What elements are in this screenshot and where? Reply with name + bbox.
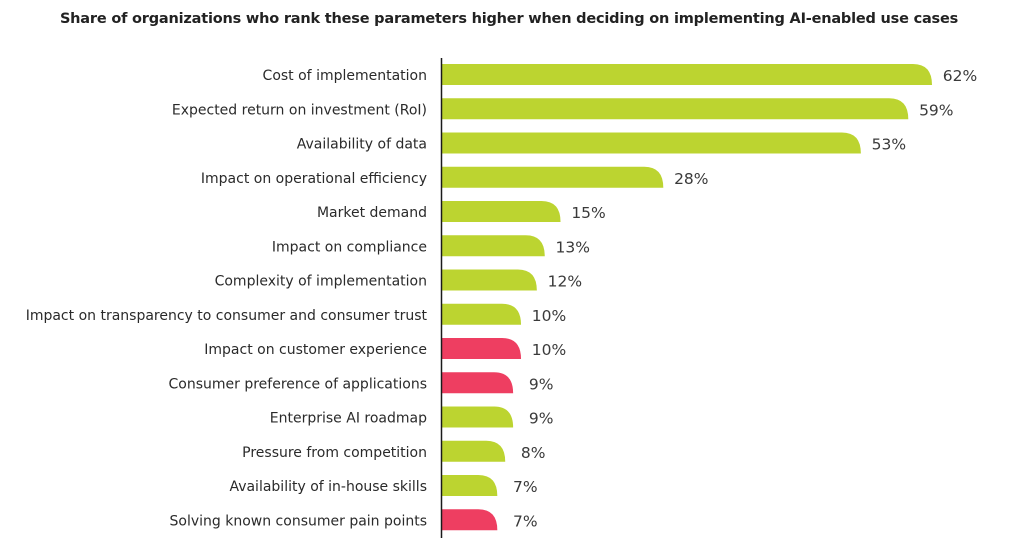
bar — [442, 64, 932, 85]
bar — [442, 303, 522, 325]
bar — [442, 372, 514, 394]
category-label: Enterprise AI roadmap — [270, 411, 427, 427]
bars-layer — [442, 64, 932, 531]
category-label: Expected return on investment (RoI) — [172, 102, 427, 118]
value-label: 62% — [943, 67, 977, 85]
value-label: 13% — [556, 238, 590, 256]
bar — [442, 440, 506, 462]
category-label: Market demand — [317, 205, 427, 221]
value-label: 59% — [919, 101, 953, 119]
category-label: Impact on operational efficiency — [201, 171, 427, 187]
bar — [442, 406, 514, 428]
value-label: 12% — [548, 273, 582, 291]
category-label: Solving known consumer pain points — [170, 513, 427, 529]
category-label: Consumer preference of applications — [169, 376, 428, 392]
chart-title: Share of organizations who rank these pa… — [59, 11, 959, 27]
bar — [442, 235, 545, 257]
category-label: Impact on customer experience — [204, 342, 427, 358]
bar — [442, 166, 664, 188]
category-label: Availability of in-house skills — [229, 479, 427, 495]
bar — [442, 269, 537, 291]
bar — [442, 475, 498, 496]
value-label: 9% — [529, 410, 554, 428]
value-labels: 62% 59% 53% 28% 15% 13% 12% 10% 10% 9% 9% 8% 7% 7% — [513, 67, 977, 530]
category-label: Availability of data — [297, 137, 427, 153]
category-label: Impact on compliance — [272, 239, 427, 255]
value-label: 9% — [529, 375, 554, 393]
value-label: 53% — [872, 136, 906, 154]
bar — [442, 201, 561, 222]
bar — [442, 338, 522, 359]
bar — [442, 509, 498, 531]
value-label: 7% — [513, 512, 538, 530]
bar — [442, 132, 861, 154]
value-label: 28% — [674, 170, 708, 188]
category-labels: Cost of implementation Expected return on… — [26, 68, 428, 529]
category-label: Impact on transparency to consumer and c… — [26, 308, 428, 324]
value-label: 10% — [532, 307, 566, 325]
value-label: 7% — [513, 478, 538, 496]
bar — [442, 98, 909, 120]
value-label: 8% — [521, 444, 546, 462]
category-label: Cost of implementation — [263, 68, 427, 84]
category-label: Pressure from competition — [242, 445, 427, 461]
value-label: 15% — [571, 204, 605, 222]
value-label: 10% — [532, 341, 566, 359]
category-label: Complexity of implementation — [215, 274, 427, 290]
